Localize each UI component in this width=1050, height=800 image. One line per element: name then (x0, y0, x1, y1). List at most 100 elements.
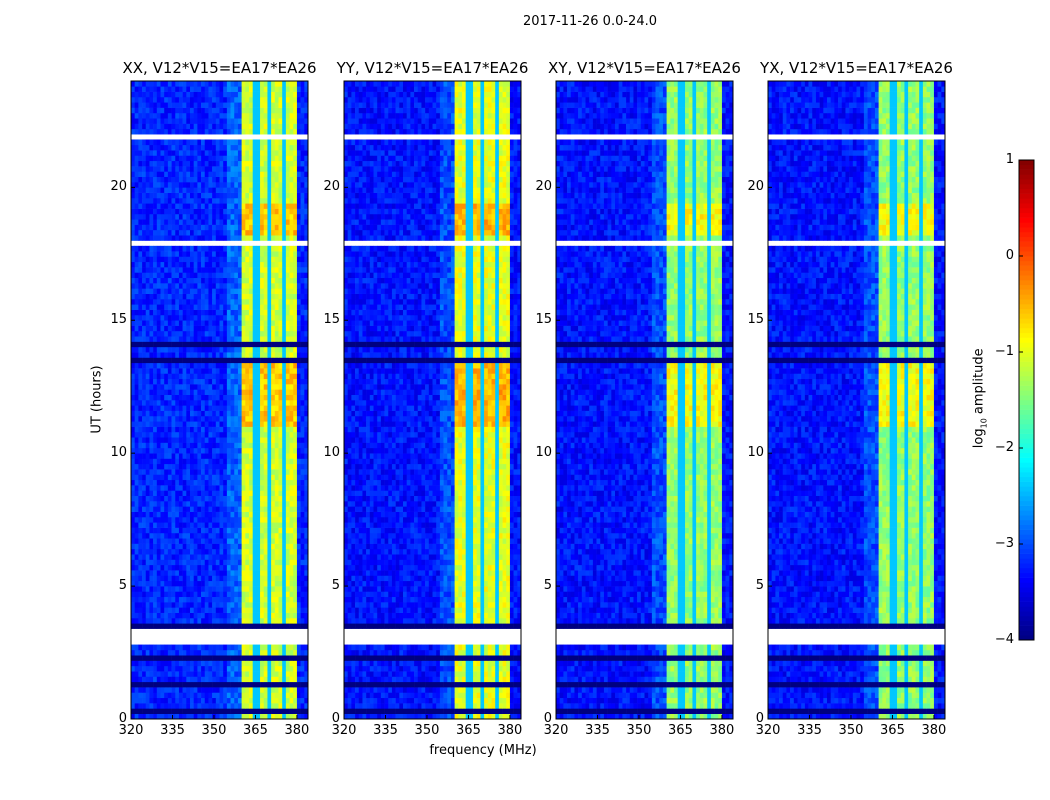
heatmap-cell (282, 246, 286, 252)
heatmap-cell (256, 352, 260, 358)
heatmap-cell (220, 235, 224, 241)
heatmap-cell (197, 246, 201, 252)
heatmap-cell (157, 203, 161, 209)
heatmap-cell (190, 522, 194, 528)
heatmap-cell (146, 708, 150, 714)
heatmap-cell (153, 225, 157, 231)
heatmap-cell (190, 225, 194, 231)
heatmap-cell (212, 209, 216, 215)
heatmap-cell (194, 522, 198, 528)
heatmap-cell (208, 288, 212, 294)
heatmap-cell (142, 331, 146, 337)
heatmap-cell (253, 544, 257, 550)
heatmap-cell (194, 357, 198, 363)
heatmap-cell (227, 368, 231, 374)
heatmap-cell (142, 474, 146, 480)
heatmap-cell (168, 405, 172, 411)
heatmap-cell (168, 251, 172, 257)
heatmap-cell (138, 288, 142, 294)
heatmap-cell (175, 267, 179, 273)
heatmap-cell (253, 708, 257, 714)
heatmap-cell (208, 336, 212, 342)
heatmap-cell (231, 560, 235, 566)
heatmap-cell (157, 145, 161, 151)
heatmap-cell (131, 645, 135, 651)
heatmap-cell (146, 490, 150, 496)
heatmap-cell (146, 607, 150, 613)
heatmap-cell (146, 676, 150, 682)
heatmap-cell (220, 278, 224, 284)
heatmap-cell (290, 671, 294, 677)
heatmap-cell (293, 256, 297, 262)
heatmap-cell (153, 501, 157, 507)
heatmap-cell (231, 331, 235, 337)
heatmap-cell (231, 443, 235, 449)
heatmap-cell (179, 209, 183, 215)
heatmap-cell (149, 342, 153, 348)
heatmap-cell (131, 549, 135, 555)
heatmap-cell (201, 570, 205, 576)
heatmap-cell (216, 554, 220, 560)
heatmap-cell (168, 448, 172, 454)
heatmap-cell (282, 405, 286, 411)
heatmap-cell (161, 246, 165, 252)
heatmap-cell (201, 342, 205, 348)
heatmap-cell (293, 522, 297, 528)
heatmap-cell (238, 676, 242, 682)
heatmap-cell (279, 549, 283, 555)
heatmap-cell (245, 666, 249, 672)
heatmap-cell (275, 246, 279, 252)
heatmap-cell (197, 272, 201, 278)
heatmap-cell (223, 150, 227, 156)
heatmap-cell (223, 246, 227, 252)
heatmap-cell (271, 506, 275, 512)
heatmap-cell (153, 485, 157, 491)
heatmap-cell (301, 607, 305, 613)
heatmap-cell (301, 421, 305, 427)
heatmap-cell (208, 480, 212, 486)
heatmap-cell (231, 400, 235, 406)
heatmap-cell (146, 326, 150, 332)
heatmap-cell (164, 623, 168, 629)
heatmap-cell (253, 565, 257, 571)
heatmap-cell (172, 272, 176, 278)
heatmap-cell (220, 187, 224, 193)
heatmap-cell (231, 618, 235, 624)
heatmap-cell (190, 326, 194, 332)
heatmap-cell (293, 421, 297, 427)
heatmap-cell (186, 294, 190, 300)
heatmap-cell (190, 692, 194, 698)
heatmap-cell (149, 166, 153, 172)
heatmap-cell (245, 570, 249, 576)
heatmap-cell (194, 187, 198, 193)
heatmap-cell (153, 262, 157, 268)
heatmap-cell (275, 575, 279, 581)
heatmap-cell (260, 384, 264, 390)
heatmap-cell (146, 448, 150, 454)
heatmap-cell (149, 251, 153, 257)
heatmap-cell (208, 150, 212, 156)
heatmap-cell (220, 405, 224, 411)
heatmap-cell (146, 352, 150, 358)
heatmap-cell (138, 565, 142, 571)
heatmap-cell (286, 666, 290, 672)
heatmap-cell (256, 304, 260, 310)
heatmap-cell (275, 379, 279, 385)
heatmap-cell (197, 251, 201, 257)
heatmap-cell (256, 453, 260, 459)
heatmap-cell (142, 437, 146, 443)
heatmap-cell (279, 512, 283, 518)
heatmap-cell (149, 645, 153, 651)
heatmap-cell (164, 219, 168, 225)
heatmap-cell (179, 246, 183, 252)
heatmap-cell (231, 182, 235, 188)
heatmap-cell (238, 469, 242, 475)
heatmap-cell (175, 661, 179, 667)
heatmap-cell (293, 613, 297, 619)
heatmap-cell (208, 485, 212, 491)
heatmap-cell (223, 581, 227, 587)
heatmap-cell (242, 373, 246, 379)
heatmap-cell (231, 607, 235, 613)
heatmap-cell (238, 464, 242, 470)
heatmap-cell (242, 575, 246, 581)
